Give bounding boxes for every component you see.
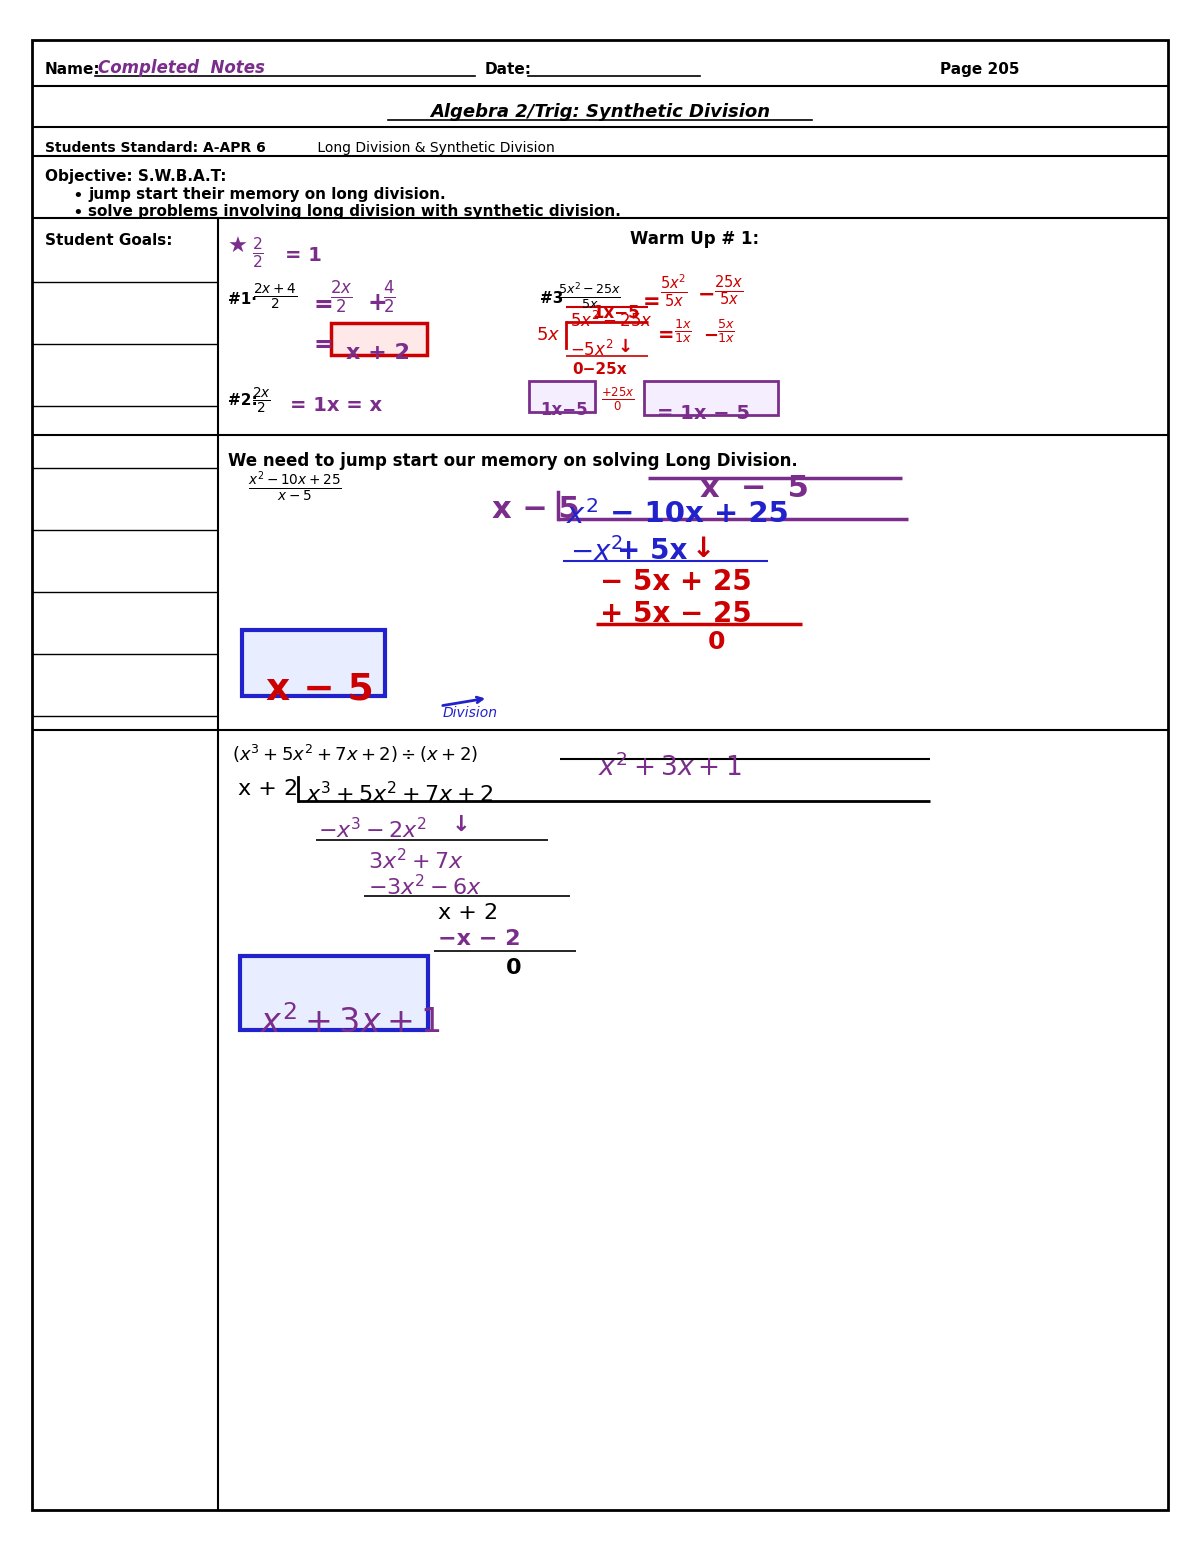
Text: #3: #3 <box>540 290 563 306</box>
Text: We need to jump start our memory on solving Long Division.: We need to jump start our memory on solv… <box>228 452 798 471</box>
Text: jump start their memory on long division.: jump start their memory on long division… <box>88 186 445 202</box>
Text: Student Goals:: Student Goals: <box>46 233 173 248</box>
Text: $\frac{5x}{1x}$: $\frac{5x}{1x}$ <box>718 317 734 345</box>
Text: $x^2+3x+1$: $x^2+3x+1$ <box>598 755 742 783</box>
FancyBboxPatch shape <box>242 631 385 696</box>
Text: Name:: Name: <box>46 62 101 78</box>
Text: = 1x = x: = 1x = x <box>290 396 382 415</box>
Text: ↓: ↓ <box>692 534 715 564</box>
Text: Division: Division <box>443 707 498 721</box>
Text: x  −  5: x − 5 <box>700 474 809 503</box>
Text: Long Division & Synthetic Division: Long Division & Synthetic Division <box>313 141 554 155</box>
Text: x − 5: x − 5 <box>492 495 580 523</box>
Text: =: = <box>643 292 661 312</box>
Text: #1·: #1· <box>228 292 257 307</box>
Text: x − 5: x − 5 <box>266 672 373 708</box>
Text: $3x^2+7x$: $3x^2+7x$ <box>368 848 463 873</box>
Text: $\frac{2x}{2}$: $\frac{2x}{2}$ <box>330 280 353 317</box>
Text: $5x$: $5x$ <box>536 326 560 345</box>
Text: 0: 0 <box>506 958 522 978</box>
Text: •: • <box>72 203 83 222</box>
Text: Completed  Notes: Completed Notes <box>98 59 265 78</box>
Text: #2:: #2: <box>228 393 258 408</box>
Text: ★: ★ <box>228 238 248 256</box>
Text: Date:: Date: <box>485 62 532 78</box>
Text: $x^3 + 5x^2 + 7x + 2$: $x^3 + 5x^2 + 7x + 2$ <box>306 781 493 806</box>
Text: −x − 2: −x − 2 <box>438 929 521 949</box>
Text: $\frac{5x^2}{5x}$: $\frac{5x^2}{5x}$ <box>660 273 688 309</box>
Text: x + 2: x + 2 <box>438 902 498 922</box>
Text: 1x−5: 1x−5 <box>592 304 640 321</box>
Text: 1x−5: 1x−5 <box>540 401 588 419</box>
Text: − 10x + 25: − 10x + 25 <box>610 500 788 528</box>
Text: $\frac{x^2-10x+25}{x-5}$: $\frac{x^2-10x+25}{x-5}$ <box>248 471 342 505</box>
FancyBboxPatch shape <box>240 957 428 1030</box>
Text: $5x^2-25x$: $5x^2-25x$ <box>570 311 653 331</box>
Text: +: + <box>367 290 386 315</box>
Text: 0: 0 <box>708 631 726 654</box>
Text: Objective: S.W.B.A.T:: Objective: S.W.B.A.T: <box>46 169 227 183</box>
Text: $x^2$: $x^2$ <box>566 500 598 530</box>
Text: Students Standard: A-APR 6: Students Standard: A-APR 6 <box>46 141 265 155</box>
Text: = 1x − 5: = 1x − 5 <box>658 404 750 422</box>
Text: Page 205: Page 205 <box>940 62 1020 78</box>
Text: =: = <box>658 326 674 345</box>
Text: $-x^2$: $-x^2$ <box>570 537 623 567</box>
Text: $\frac{1x}{1x}$: $\frac{1x}{1x}$ <box>674 317 691 345</box>
Text: $x^2+3x+1$: $x^2+3x+1$ <box>260 1005 442 1041</box>
Text: $\frac{2}{2}$: $\frac{2}{2}$ <box>252 235 264 270</box>
Text: solve problems involving long division with synthetic division.: solve problems involving long division w… <box>88 203 620 219</box>
Text: −: − <box>698 286 715 304</box>
Text: − 5x + 25: − 5x + 25 <box>600 568 751 596</box>
Text: + 5x: + 5x <box>617 537 688 565</box>
Text: Warm Up # 1:: Warm Up # 1: <box>630 230 760 248</box>
Text: ↓: ↓ <box>452 815 470 836</box>
Text: $-5x^2$: $-5x^2$ <box>570 340 613 360</box>
Text: $\frac{2x+4}{2}$: $\frac{2x+4}{2}$ <box>253 283 298 312</box>
FancyBboxPatch shape <box>644 380 778 415</box>
Text: $-x^3-2x^2$: $-x^3-2x^2$ <box>318 817 427 842</box>
Text: + 5x − 25: + 5x − 25 <box>600 599 751 627</box>
Text: = 1: = 1 <box>286 245 322 266</box>
Text: Algebra 2/Trig: Synthetic Division: Algebra 2/Trig: Synthetic Division <box>430 102 770 121</box>
Text: =: = <box>313 332 332 357</box>
Text: $(x^3 + 5x^2 + 7x + 2) \div (x + 2)$: $(x^3 + 5x^2 + 7x + 2) \div (x + 2)$ <box>232 742 478 766</box>
Text: x + 2: x + 2 <box>346 343 410 363</box>
Text: 0−25x: 0−25x <box>572 362 626 377</box>
FancyBboxPatch shape <box>529 380 595 412</box>
Text: •: • <box>72 186 83 205</box>
Text: $-3x^2-6x$: $-3x^2-6x$ <box>368 874 482 899</box>
Text: =: = <box>313 294 332 317</box>
Text: $\frac{2x}{2}$: $\frac{2x}{2}$ <box>252 387 271 416</box>
Text: $\frac{4}{2}$: $\frac{4}{2}$ <box>383 280 396 317</box>
Text: $\frac{+25x}{0}$: $\frac{+25x}{0}$ <box>601 387 635 413</box>
Text: −: − <box>703 328 718 345</box>
Text: x + 2: x + 2 <box>238 780 298 798</box>
FancyBboxPatch shape <box>331 323 427 356</box>
Text: ↓: ↓ <box>618 339 634 356</box>
Text: $\frac{25x}{5x}$: $\frac{25x}{5x}$ <box>714 273 743 307</box>
Text: $\frac{5x^2-25x}{5x}$: $\frac{5x^2-25x}{5x}$ <box>558 281 622 312</box>
